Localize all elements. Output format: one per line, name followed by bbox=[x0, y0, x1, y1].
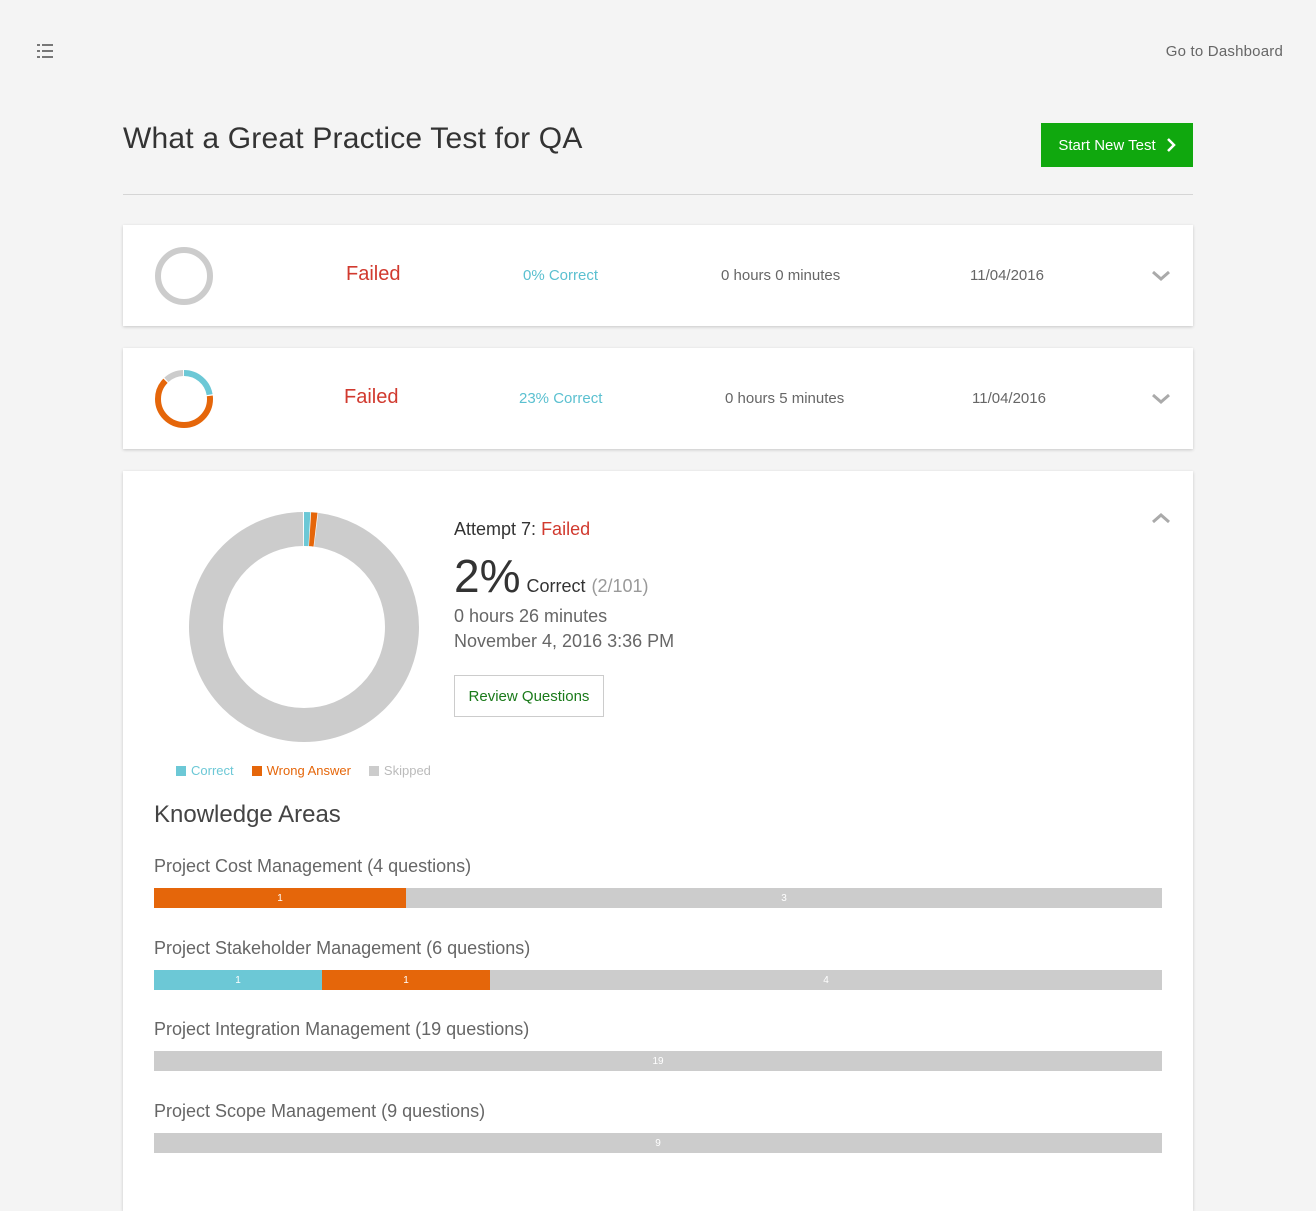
bar-segment-wrong: 1 bbox=[322, 970, 490, 990]
knowledge-areas-title: Knowledge Areas bbox=[154, 801, 341, 828]
legend-skipped: Skipped bbox=[368, 763, 431, 778]
attempt-percent: 0% Correct bbox=[523, 267, 599, 284]
attempt-donut-chart bbox=[155, 247, 213, 305]
score-correct-word: Correct bbox=[526, 576, 586, 596]
start-new-test-button[interactable]: Start New Test bbox=[1041, 123, 1193, 167]
donut-slice-correct bbox=[155, 370, 213, 428]
donut-slice-correct bbox=[189, 512, 419, 742]
bar-segment-wrong: 1 bbox=[154, 888, 406, 908]
chevron-right-icon bbox=[1166, 138, 1176, 152]
knowledge-area-label: Project Cost Management (4 questions) bbox=[154, 856, 472, 876]
knowledge-area-bar: 9 bbox=[154, 1133, 1162, 1153]
attempt-datetime: November 4, 2016 3:36 PM bbox=[454, 631, 675, 651]
attempt-duration: 0 hours 0 minutes bbox=[721, 267, 841, 284]
score-count: (2/101) bbox=[591, 576, 649, 596]
attempt-detail-donut-chart bbox=[189, 512, 419, 742]
knowledge-area: Project Stakeholder Management (6 questi… bbox=[154, 938, 1162, 990]
attempt-duration: 0 hours 26 minutes bbox=[454, 606, 608, 626]
legend-wrong: Wrong Answer bbox=[251, 763, 351, 778]
legend-swatch-correct bbox=[176, 765, 186, 776]
attempt-heading: Attempt 7: Failed bbox=[454, 519, 590, 540]
attempt-status: Failed bbox=[346, 263, 401, 285]
attempt-detail-card: Correct Wrong Answer Skipped Attempt 7: … bbox=[123, 471, 1193, 1211]
attempt-label: Attempt 7: bbox=[454, 519, 537, 539]
chevron-up-icon[interactable] bbox=[1151, 511, 1171, 525]
knowledge-area-label: Project Scope Management (9 questions) bbox=[154, 1101, 486, 1121]
bar-segment-skipped: 3 bbox=[406, 888, 1162, 908]
attempt-date: 11/04/2016 bbox=[970, 267, 1044, 284]
chevron-down-icon[interactable] bbox=[1151, 392, 1171, 406]
score-percent: 2% bbox=[454, 550, 521, 602]
knowledge-area: Project Integration Management (19 quest… bbox=[154, 1019, 1162, 1071]
attempt-date: 11/04/2016 bbox=[972, 390, 1046, 407]
chart-legend: Correct Wrong Answer Skipped bbox=[176, 763, 431, 778]
attempt-status: Failed bbox=[541, 519, 591, 539]
bar-segment-correct: 1 bbox=[154, 970, 322, 990]
score-line: 2% Correct (2/101) bbox=[454, 549, 649, 603]
attempt-row[interactable]: Failed 0% Correct 0 hours 0 minutes 11/0… bbox=[123, 225, 1193, 326]
page-title: What a Great Practice Test for QA bbox=[123, 122, 583, 155]
legend-swatch-wrong bbox=[251, 765, 262, 776]
knowledge-area-label: Project Stakeholder Management (6 questi… bbox=[154, 938, 531, 958]
start-new-test-label: Start New Test bbox=[1058, 136, 1156, 154]
knowledge-area-bar: 19 bbox=[154, 1051, 1162, 1071]
legend-correct: Correct bbox=[176, 763, 234, 778]
attempt-status: Failed bbox=[344, 386, 399, 408]
list-icon[interactable] bbox=[36, 43, 54, 59]
legend-label-wrong: Wrong Answer bbox=[266, 763, 351, 778]
legend-label-skipped: Skipped bbox=[383, 763, 431, 778]
bar-segment-skipped: 9 bbox=[154, 1133, 1162, 1153]
review-questions-button[interactable]: Review Questions bbox=[454, 675, 604, 717]
attempt-duration: 0 hours 5 minutes bbox=[725, 390, 845, 407]
bar-segment-skipped: 4 bbox=[490, 970, 1162, 990]
bar-segment-skipped: 19 bbox=[154, 1051, 1162, 1071]
knowledge-area-label: Project Integration Management (19 quest… bbox=[154, 1019, 530, 1039]
attempt-donut-chart bbox=[155, 370, 213, 428]
title-divider bbox=[123, 194, 1193, 195]
attempt-percent: 23% Correct bbox=[519, 390, 603, 407]
donut-slice-skipped bbox=[155, 247, 213, 305]
chevron-down-icon[interactable] bbox=[1151, 269, 1171, 283]
legend-label-correct: Correct bbox=[191, 763, 234, 778]
donut-slice-skipped bbox=[189, 512, 419, 742]
knowledge-area: Project Scope Management (9 questions) 9 bbox=[154, 1101, 1162, 1153]
attempt-row[interactable]: Failed 23% Correct 0 hours 5 minutes 11/… bbox=[123, 348, 1193, 449]
legend-swatch-skipped bbox=[368, 765, 379, 776]
go-to-dashboard-link[interactable]: Go to Dashboard bbox=[1165, 43, 1283, 60]
donut-slice-wrong bbox=[155, 370, 213, 428]
